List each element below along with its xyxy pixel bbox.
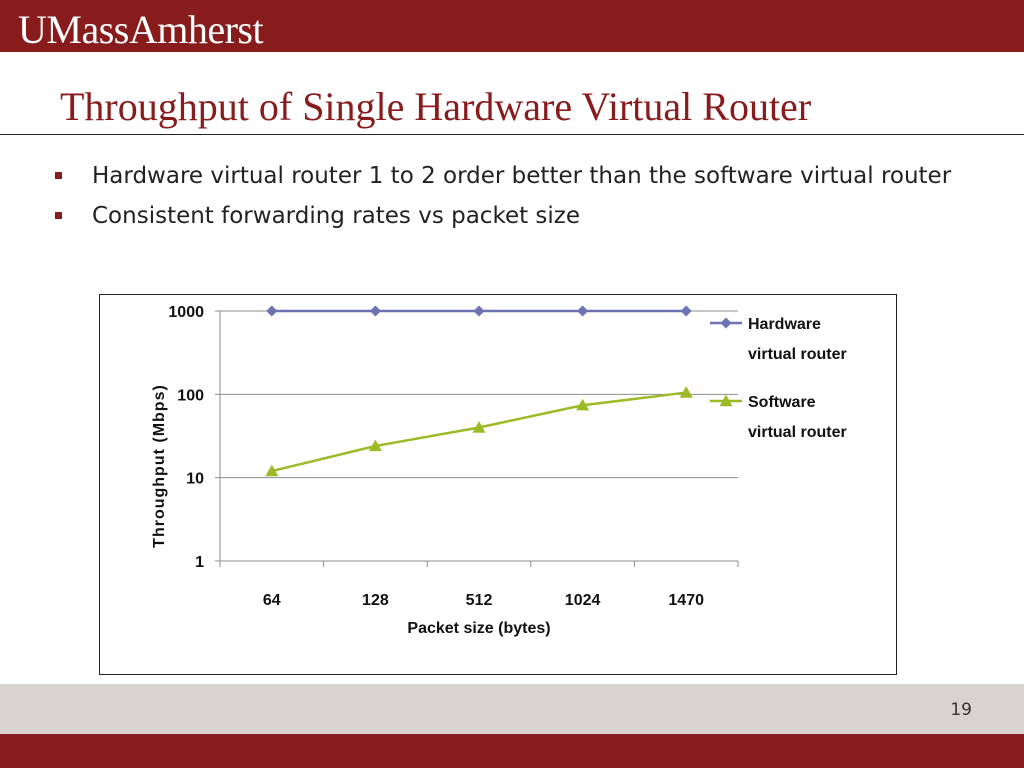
- x-tick-label: 64: [263, 592, 281, 609]
- y-axis-title: Throughput (Mbps): [151, 384, 168, 548]
- bullet-text: Hardware virtual router 1 to 2 order bet…: [92, 163, 952, 189]
- slide-title: Throughput of Single Hardware Virtual Ro…: [60, 84, 812, 129]
- bullet-square-icon: [55, 212, 62, 219]
- umass-logo: UMassAmherst: [18, 7, 264, 52]
- bullet-square-icon: [55, 172, 62, 179]
- page-number: 19: [950, 700, 972, 720]
- y-tick-label: 1: [195, 554, 204, 571]
- bullet-text: Consistent forwarding rates vs packet si…: [92, 203, 581, 229]
- y-tick-label: 100: [177, 387, 204, 404]
- data-point-hardware: [473, 305, 485, 317]
- legend-marker: [719, 394, 733, 407]
- data-point-software: [265, 464, 279, 477]
- data-point-hardware: [680, 305, 692, 317]
- chart-canvas: 1 10 100 1000 64 128 512 1024 1470 Packet size (b…: [151, 304, 847, 637]
- y-tick-label: 1000: [168, 304, 204, 321]
- x-tick-label: 128: [362, 592, 389, 609]
- legend-label: Software virtual router: [748, 394, 847, 441]
- throughput-chart: 1 10 100 1000 64 128 512 1024 1470 Packet size (b…: [99, 294, 897, 675]
- legend-label: Hardware virtual router: [748, 316, 847, 363]
- data-point-hardware: [577, 305, 589, 317]
- x-axis-title: Packet size (bytes): [407, 620, 550, 637]
- footer-band: [0, 684, 1024, 734]
- x-tick-label: 1024: [565, 592, 601, 609]
- data-point-software: [472, 420, 486, 433]
- bullet-item: Consistent forwarding rates vs packet si…: [52, 200, 952, 232]
- data-point-hardware: [266, 305, 278, 317]
- legend-marker: [720, 317, 732, 329]
- data-point-software: [368, 439, 382, 452]
- data-point-software: [576, 398, 590, 411]
- x-tick-label: 512: [466, 592, 493, 609]
- bullet-item: Hardware virtual router 1 to 2 order bet…: [52, 160, 952, 192]
- x-tick-label: 1470: [668, 592, 704, 609]
- footer-bar: [0, 734, 1024, 768]
- top-banner: UMassAmherst: [0, 0, 1024, 52]
- data-point-hardware: [369, 305, 381, 317]
- title-divider: [0, 134, 1024, 135]
- bullet-list: Hardware virtual router 1 to 2 order bet…: [52, 160, 952, 240]
- data-point-software: [679, 386, 693, 398]
- y-tick-label: 10: [186, 471, 204, 488]
